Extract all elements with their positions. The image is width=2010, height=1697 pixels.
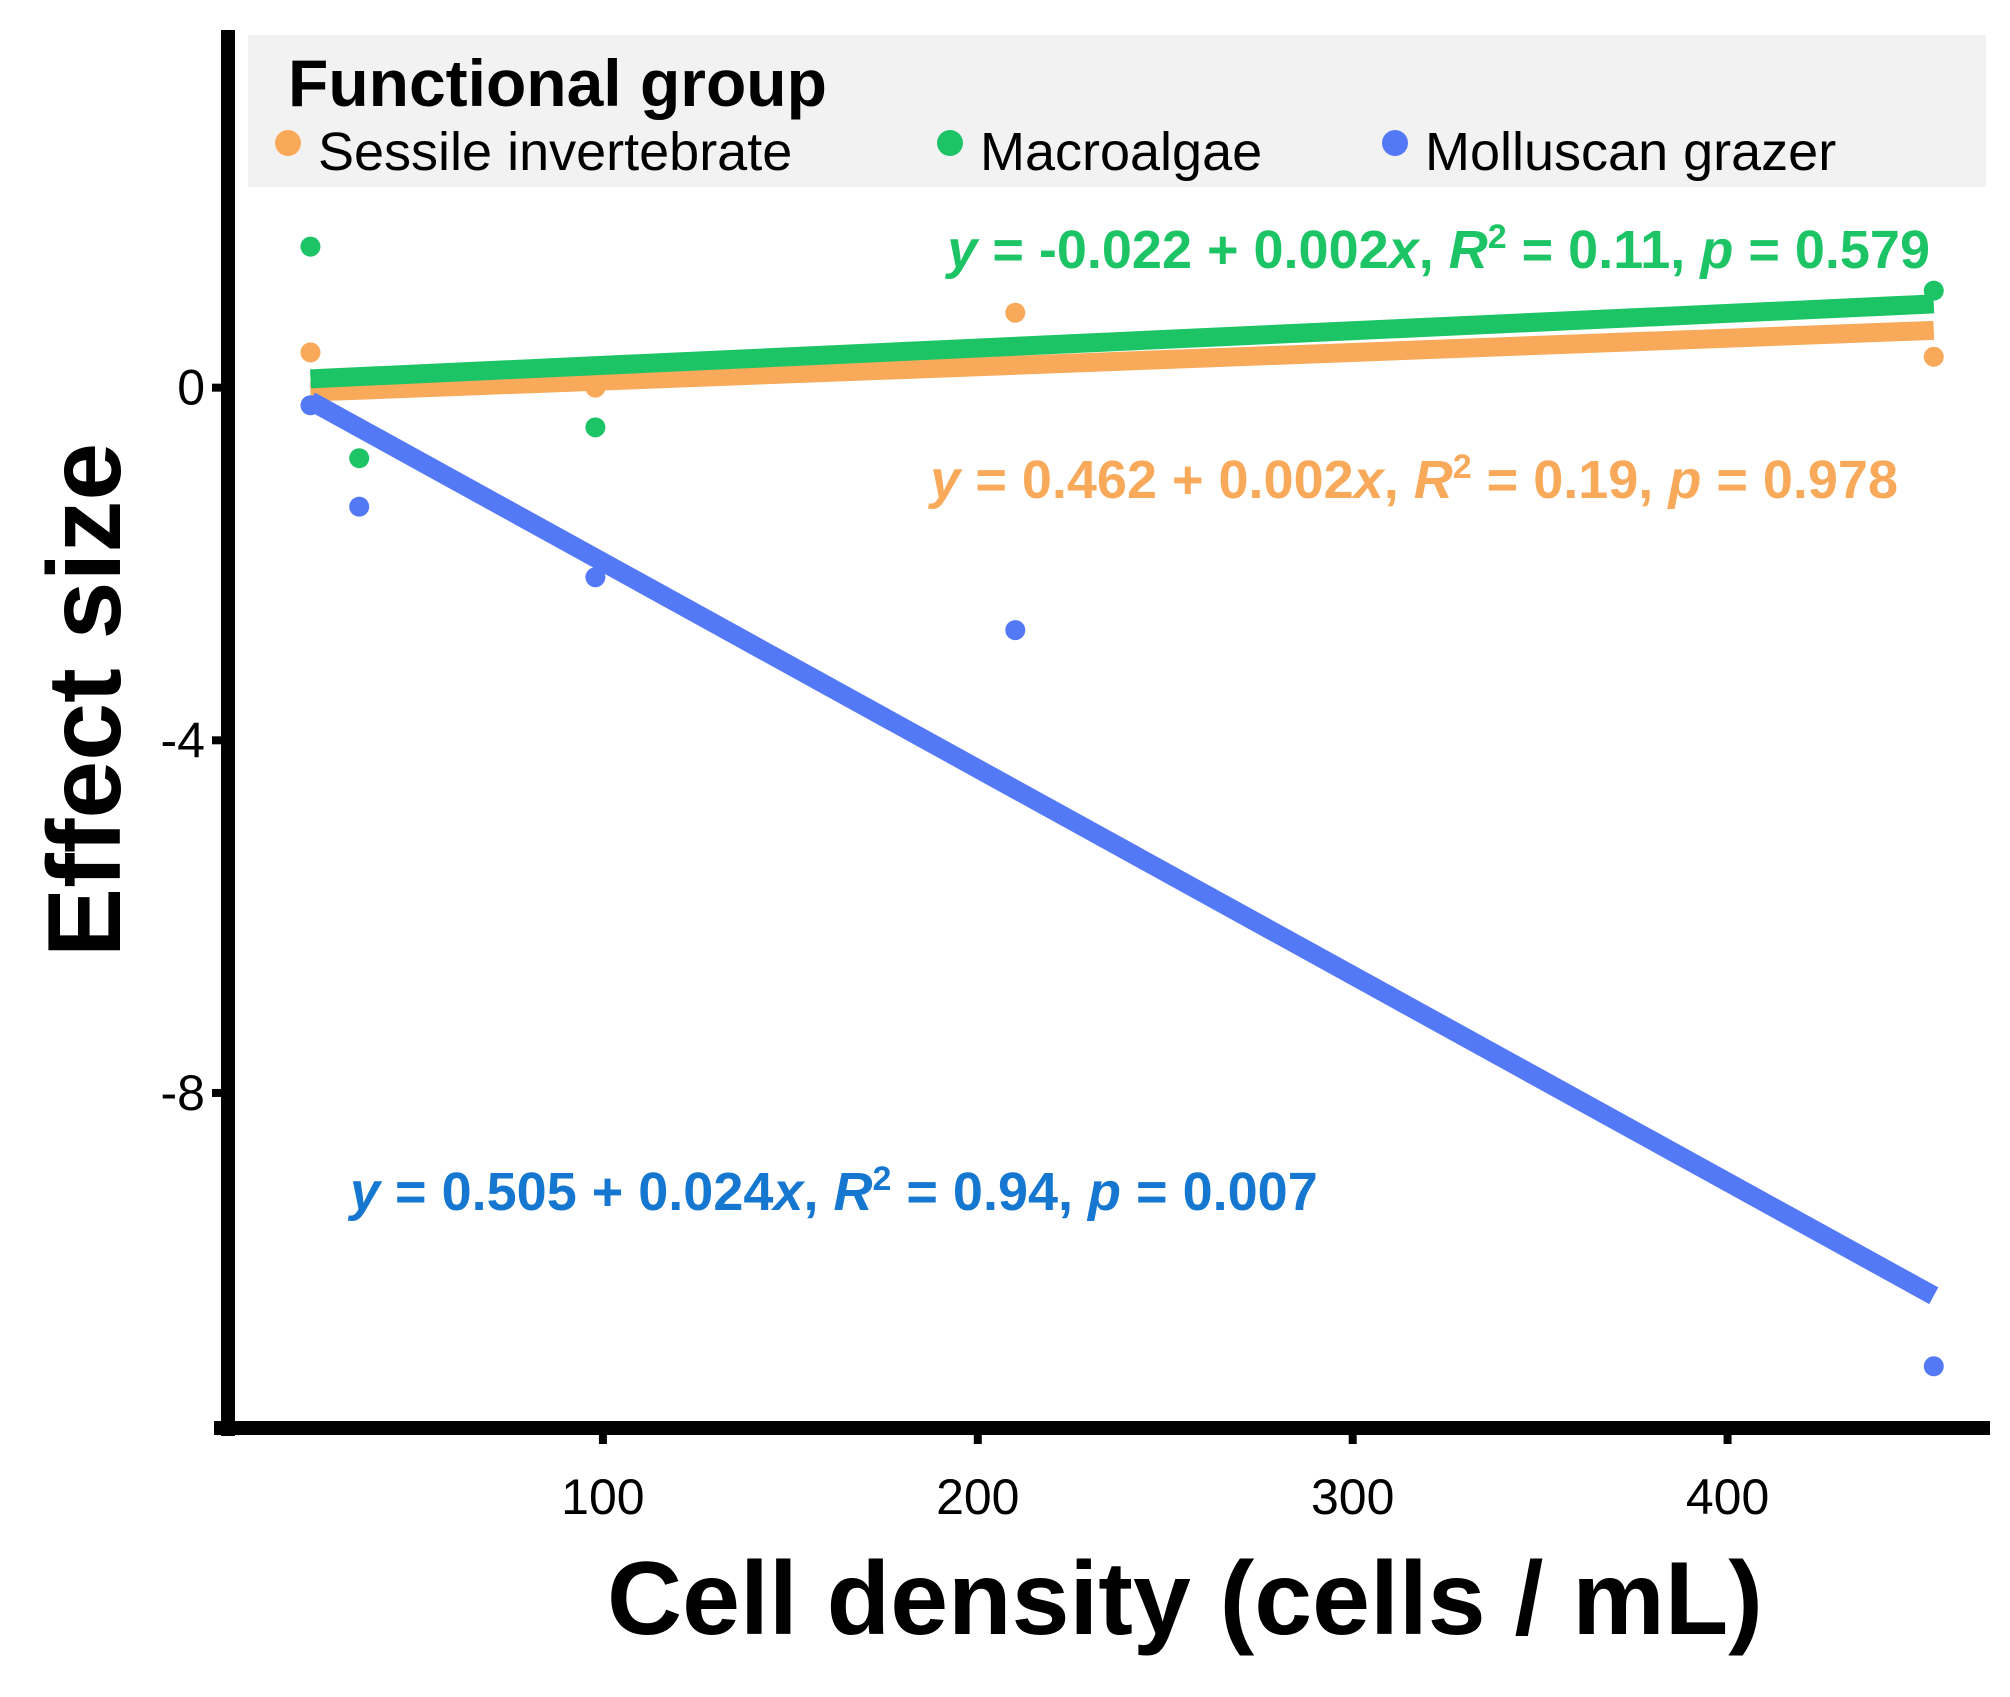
regression-line-1 (310, 320, 1935, 402)
eq-p-label: p (1086, 1162, 1121, 1222)
eq-separator: , (803, 1162, 833, 1222)
y-tick-label-1: 0 (177, 360, 205, 416)
eq-y-var: y (927, 450, 963, 510)
eq-y-var: y (347, 1162, 383, 1222)
eq-p-value: = 0.579 (1733, 220, 1930, 280)
data-point-s3-5 (1923, 1356, 1944, 1377)
eq-p-label: p (1698, 220, 1733, 280)
legend-marker-3 (1382, 130, 1408, 156)
data-point-s2-2 (349, 448, 370, 469)
data-point-s3-3 (585, 567, 606, 588)
legend-title: Functional group (288, 46, 827, 120)
eq-r-exponent: 2 (872, 1160, 891, 1198)
regression-equation-2: y = -0.022 + 0.002x, R2 = 0.11, p = 0.57… (944, 218, 1930, 280)
legend-marker-2 (937, 130, 963, 156)
data-points (300, 236, 1944, 1377)
eq-r-label: R (1414, 450, 1453, 510)
regression-line-3 (305, 392, 1939, 1305)
regression-lines (305, 294, 1939, 1305)
legend-label-3: Molluscan grazer (1425, 122, 1836, 182)
data-point-s1-1 (300, 342, 321, 363)
legend-marker-1 (275, 130, 301, 156)
data-point-s2-1 (300, 236, 321, 257)
y-tick-label-2: -4 (161, 712, 205, 768)
eq-y-var: y (944, 220, 980, 280)
data-point-s1-2 (585, 377, 606, 398)
eq-p-value: = 0.007 (1121, 1162, 1318, 1222)
eq-r-value: = 0.94, (891, 1162, 1088, 1222)
data-point-s1-3 (1005, 302, 1026, 323)
eq-separator: , (1419, 220, 1449, 280)
eq-x-var: x (770, 1162, 805, 1222)
regression-line-2 (310, 294, 1935, 389)
legend-label-1: Sessile invertebrate (318, 122, 792, 182)
data-point-s3-4 (1005, 620, 1026, 641)
eq-intercept-slope: = -0.022 + 0.002 (977, 220, 1388, 280)
y-tick-label-3: -8 (161, 1065, 205, 1121)
eq-p-value: = 0.978 (1701, 450, 1898, 510)
eq-x-var: x (1386, 220, 1421, 280)
x-tick-label-1: 100 (561, 1469, 644, 1525)
x-tick-label-2: 200 (936, 1469, 1019, 1525)
eq-intercept-slope: = 0.462 + 0.002 (960, 450, 1353, 510)
x-axis-title: Cell density (cells / mL) (607, 1541, 1763, 1657)
eq-p-label: p (1666, 450, 1701, 510)
eq-r-label: R (1449, 220, 1488, 280)
eq-separator: , (1384, 450, 1414, 510)
x-tick-label-4: 400 (1686, 1469, 1769, 1525)
eq-r-exponent: 2 (1453, 448, 1472, 486)
data-point-s3-1 (300, 395, 321, 416)
regression-equation-1: y = 0.462 + 0.002x, R2 = 0.19, p = 0.978 (927, 448, 1898, 510)
data-point-s2-3 (585, 417, 606, 438)
legend-label-2: Macroalgae (980, 122, 1262, 182)
x-tick-label-3: 300 (1311, 1469, 1394, 1525)
y-axis-title: Effect size (27, 443, 143, 957)
eq-r-value: = 0.19, (1472, 450, 1669, 510)
axes: 0 -4 -8 100 200 300 400 Cell density (cells / m… (27, 30, 1990, 1657)
regression-equations: y = 0.462 + 0.002x, R2 = 0.19, p = 0.978… (347, 218, 1930, 1222)
data-point-s2-4 (1923, 280, 1944, 301)
eq-r-label: R (833, 1162, 872, 1222)
eq-x-var: x (1351, 450, 1386, 510)
eq-r-exponent: 2 (1488, 218, 1507, 256)
eq-intercept-slope: = 0.505 + 0.024 (380, 1162, 773, 1222)
regression-equation-3: y = 0.505 + 0.024x, R2 = 0.94, p = 0.007 (347, 1160, 1318, 1222)
data-point-s1-4 (1923, 346, 1944, 367)
legend-background (248, 35, 1986, 187)
data-point-s3-2 (349, 496, 370, 517)
eq-r-value: = 0.11, (1507, 220, 1701, 280)
